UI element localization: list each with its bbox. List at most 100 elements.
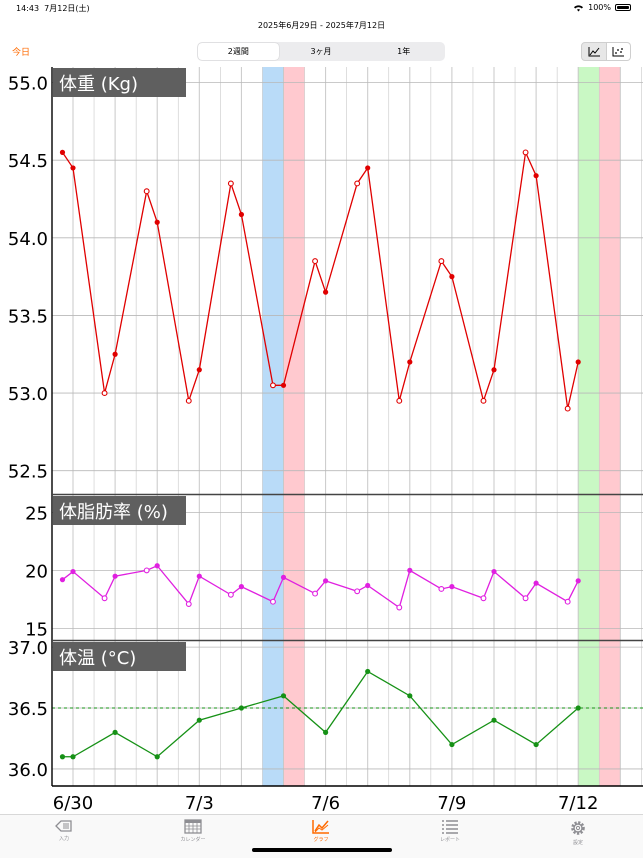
- y-tick-label: 54.5: [8, 151, 48, 172]
- tab-graph-label: グラフ: [313, 837, 329, 843]
- status-time: 14:43 7月12日(土): [16, 4, 90, 13]
- temp-point: [491, 717, 497, 723]
- fat-point: [280, 574, 287, 580]
- tab-input-label: 入力: [58, 836, 69, 842]
- battery-percent: 100%: [588, 3, 611, 12]
- weight-point: [143, 188, 150, 195]
- temp-point: [323, 729, 329, 735]
- y-tick-label: 15: [25, 619, 48, 640]
- fat-point: [238, 584, 244, 590]
- period-2weeks[interactable]: 2週間: [198, 43, 279, 60]
- fat-point: [480, 595, 487, 602]
- status-right: 100%: [573, 3, 631, 12]
- weight-point: [154, 219, 160, 225]
- tab-report[interactable]: レポート: [420, 819, 480, 843]
- fat-line: [62, 564, 579, 609]
- weight-point: [70, 165, 76, 171]
- panel-title: 体温 (°C): [59, 648, 136, 669]
- temp-line: [62, 670, 579, 758]
- fat-point: [438, 586, 445, 592]
- period-1year[interactable]: 1年: [397, 47, 411, 56]
- weight-point: [112, 351, 118, 357]
- weight-point: [564, 405, 571, 412]
- gear-icon: [571, 821, 585, 835]
- weight-point: [491, 367, 497, 373]
- temp-point: [238, 705, 244, 711]
- fat-point: [365, 582, 371, 589]
- fat-point: [407, 567, 413, 573]
- y-tick-label: 55.0: [8, 74, 48, 95]
- fat-point: [354, 588, 361, 595]
- temp-point: [196, 717, 202, 723]
- tab-calendar[interactable]: カレンダー: [163, 819, 223, 843]
- temp-point: [407, 693, 413, 699]
- fat-point: [112, 573, 118, 579]
- fat-point: [154, 563, 160, 569]
- weight-point: [312, 258, 319, 265]
- fat-point: [59, 577, 66, 583]
- y-tick-label: 25: [25, 503, 48, 524]
- x-tick-label: 7/12: [558, 793, 598, 814]
- cycle-band-green: [578, 67, 600, 786]
- fat-point: [312, 590, 319, 597]
- period-3months[interactable]: 3ヶ月: [310, 47, 332, 56]
- temp-point: [575, 705, 581, 711]
- fat-point: [522, 595, 529, 602]
- x-tick-label: 7/3: [185, 793, 214, 814]
- today-button[interactable]: 今日: [12, 48, 31, 58]
- temp-point: [59, 754, 66, 760]
- panel-title-background: [53, 642, 186, 671]
- y-tick-label: 52.5: [8, 462, 48, 483]
- y-tick-label: 36.0: [8, 760, 48, 781]
- period-segmented-control: 2週間 3ヶ月 1年: [197, 42, 445, 61]
- fat-point: [564, 598, 571, 605]
- health-chart: 55.0 54.5 54.0 53.5 53.0 52.5 体重 (Kg) 25 20 15 体脂肪…: [8, 67, 643, 814]
- temp-point: [533, 741, 539, 748]
- fat-point: [396, 604, 403, 611]
- y-tick-label: 53.0: [8, 384, 48, 405]
- line-chart-mode-button[interactable]: [581, 42, 607, 61]
- cycle-band-pink: [599, 67, 621, 786]
- panel-title: 体重 (Kg): [59, 74, 138, 95]
- temp-point: [365, 668, 371, 675]
- weight-point: [449, 274, 455, 280]
- weight-point: [196, 367, 202, 373]
- tab-calendar-label: カレンダー: [180, 837, 206, 843]
- temp-point: [280, 693, 287, 699]
- weight-point: [365, 165, 371, 171]
- report-icon: [442, 820, 458, 834]
- weight-point: [101, 390, 108, 397]
- weight-point: [280, 382, 287, 388]
- fat-point: [227, 591, 234, 598]
- y-tick-label: 54.0: [8, 229, 48, 250]
- temp-point: [70, 754, 76, 760]
- y-tick-label: 36.5: [8, 699, 48, 720]
- tab-input[interactable]: 入力: [34, 819, 94, 842]
- weight-point: [323, 289, 329, 295]
- weight-line: [61, 150, 579, 409]
- fat-point: [270, 598, 276, 605]
- fat-point: [533, 580, 539, 586]
- line-chart-icon: [588, 46, 600, 56]
- wifi-icon: [574, 4, 584, 11]
- weight-point: [238, 211, 244, 218]
- fat-point: [449, 584, 455, 590]
- cycle-band-blue: [262, 67, 284, 786]
- weight-point: [270, 382, 276, 389]
- status-bar: 14:43 7月12日(土) 100%: [0, 0, 643, 16]
- x-tick-label: 6/30: [53, 793, 93, 814]
- x-tick-label: 7/9: [437, 793, 466, 814]
- weight-point: [407, 359, 413, 365]
- tab-graph[interactable]: グラフ: [291, 819, 351, 843]
- fat-point: [101, 595, 108, 602]
- fat-point: [323, 578, 329, 584]
- panel-title-background: [53, 496, 186, 525]
- tab-settings[interactable]: 設定: [548, 819, 608, 846]
- scatter-chart-mode-button[interactable]: [606, 42, 631, 61]
- y-tick-label: 20: [25, 561, 48, 582]
- panel-title-background: [53, 68, 186, 97]
- fat-point: [143, 567, 150, 574]
- graph-icon: [312, 820, 329, 834]
- date-range: 2025年6月29日 - 2025年7月12日: [257, 21, 386, 30]
- scatter-chart-icon: [612, 46, 625, 56]
